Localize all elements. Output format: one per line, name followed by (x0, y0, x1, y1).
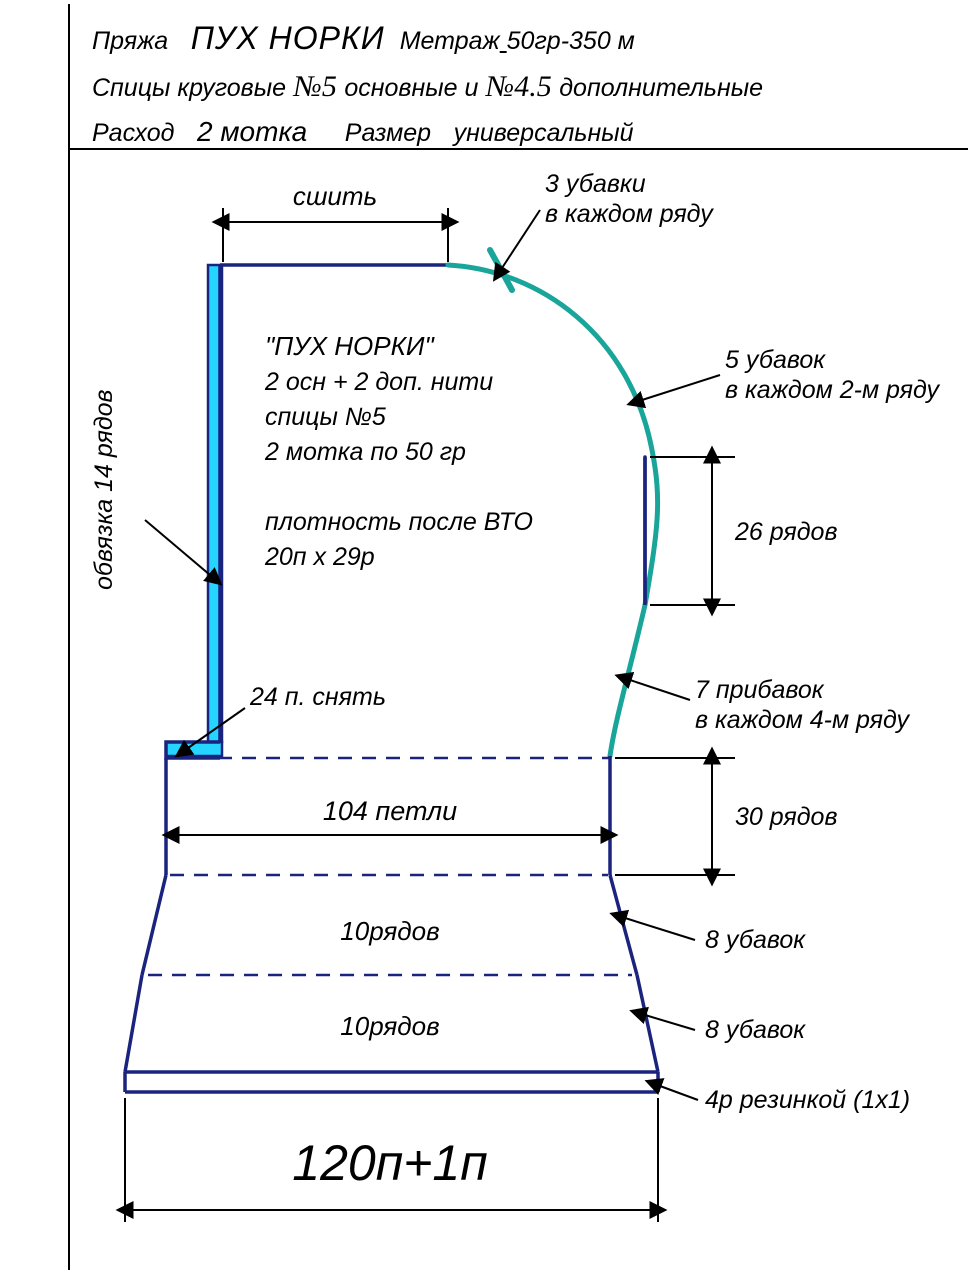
needles-aux-no: №4.5 (486, 70, 552, 103)
usage-value: 2 мотка (197, 116, 307, 147)
meterage-value: 50гр-350 м (507, 27, 635, 55)
dim-26rows: 26 рядов (650, 457, 838, 605)
info-l3: спицы №5 (265, 403, 386, 431)
lbl-rib: 4р резинкой (1х1) (660, 1086, 910, 1114)
diagram-box: сшить 3 убавки в каждом ряду 5 убавок в … (68, 150, 968, 1270)
rows26-label: 26 рядов (734, 518, 838, 546)
takeoff24-label: 24 п. снять (249, 683, 386, 711)
inc7-line2: в каждом 4-м ряду (695, 706, 911, 734)
dec8a-label: 8 убавок (705, 926, 806, 954)
lbl-inc7: 7 прибавок в каждом 4-м ряду (630, 676, 911, 734)
info-l6: 20п х 29р (264, 543, 375, 571)
dec3-line1: 3 убавки (545, 170, 646, 198)
dim-sew: сшить (223, 181, 448, 262)
dec5-line2: в каждом 2-м ряду (725, 376, 941, 404)
size-value: универсальный (454, 119, 634, 147)
info-l2: 2 осн + 2 доп. нити (264, 368, 493, 396)
dim-30rows: 30 рядов (615, 758, 838, 875)
lbl-dec3: 3 убавки в каждом ряду (502, 170, 714, 268)
needles-aux-text: дополнительные (559, 74, 763, 102)
info-block: "ПУХ НОРКИ" 2 осн + 2 доп. нити спицы №5… (264, 331, 533, 571)
usage-label: Расход (92, 119, 174, 147)
header-box: Пряжа ПУХ НОРКИ Метраж 50гр-350 м Спицы … (68, 4, 968, 150)
pattern-svg: сшить 3 убавки в каждом ряду 5 убавок в … (70, 150, 970, 1270)
info-l5: плотность после ВТО (265, 508, 533, 536)
total-label: 120п+1п (292, 1135, 487, 1191)
needles-main-no: №5 (294, 70, 337, 103)
needles-main-text: основные и (344, 74, 478, 102)
yarn-label: Пряжа (92, 27, 168, 55)
lbl-binding: обвязка 14 рядов (90, 389, 210, 590)
sew-label: сшить (293, 181, 377, 211)
inc7-line1: 7 прибавок (695, 676, 825, 704)
rows30-label: 30 рядов (735, 803, 838, 831)
rows10a-label: 10рядов (340, 916, 439, 946)
header-line-needles: Спицы круговые №5 основные и №4.5 дополн… (92, 64, 952, 111)
dim-104loops: 104 петли (178, 796, 602, 835)
rows10b-label: 10рядов (340, 1011, 439, 1041)
size-label: Размер (345, 119, 431, 147)
lbl-dec8b: 8 убавок (645, 1015, 806, 1044)
dim-total: 120п+1п (125, 1098, 658, 1222)
binding-strip (166, 265, 222, 756)
loops104-label: 104 петли (323, 796, 457, 826)
rib-label: 4р резинкой (1х1) (705, 1086, 910, 1114)
info-title: "ПУХ НОРКИ" (265, 331, 436, 361)
yarn-name: ПУХ НОРКИ (191, 20, 385, 56)
lbl-dec8a: 8 убавок (625, 918, 806, 954)
knitting-pattern-sheet: Пряжа ПУХ НОРКИ Метраж 50гр-350 м Спицы … (0, 0, 977, 1280)
header-line-yarn: Пряжа ПУХ НОРКИ Метраж 50гр-350 м (92, 14, 952, 64)
binding-label: обвязка 14 рядов (90, 389, 118, 590)
meterage-label: Метраж (400, 27, 500, 55)
needles-label: Спицы круговые (92, 74, 286, 102)
dec8b-label: 8 убавок (705, 1016, 806, 1044)
lbl-dec5: 5 убавок в каждом 2-м ряду (642, 346, 941, 404)
dec3-line2: в каждом ряду (545, 200, 714, 228)
dec5-line1: 5 убавок (725, 346, 826, 374)
header-line-usage-size: Расход 2 мотка Размер универсальный (92, 110, 952, 154)
info-l4: 2 мотка по 50 гр (264, 438, 466, 466)
